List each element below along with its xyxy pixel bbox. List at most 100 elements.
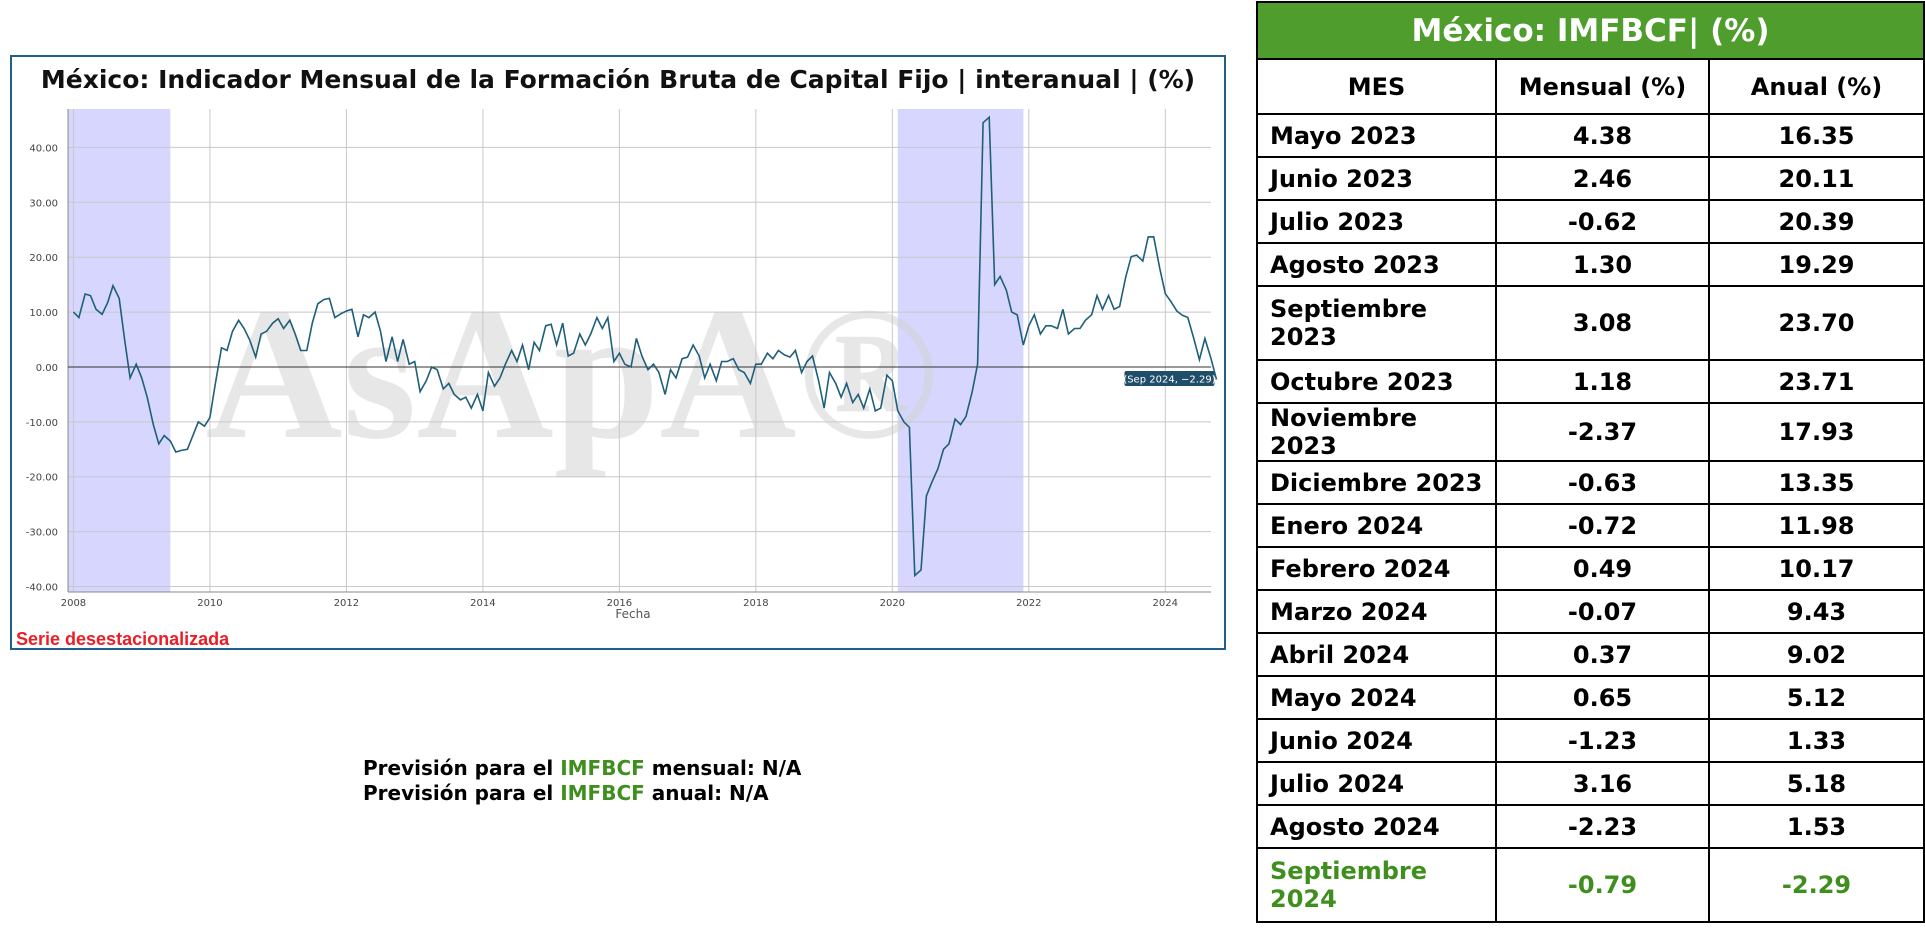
table-row: Junio 2023 2.46 20.11 — [1256, 156, 1925, 201]
cell-mes: Julio 2024 — [1256, 761, 1497, 806]
cell-anual: 10.17 — [1707, 546, 1925, 591]
table-title: México: IMFBCF| (%) — [1255, 1, 1925, 60]
y-tick-label: -30.00 — [26, 528, 58, 539]
cell-mes: Noviembre 2023 — [1256, 402, 1497, 462]
gridlines — [67, 109, 1211, 593]
x-tick-label: 2010 — [197, 598, 222, 609]
x-tick-label: 2022 — [1016, 598, 1041, 609]
cell-mes: Junio 2024 — [1256, 718, 1497, 763]
x-tick-label: 2020 — [880, 598, 905, 609]
cell-anual: 23.71 — [1707, 359, 1925, 404]
cell-mensual: 0.65 — [1495, 675, 1710, 720]
cell-mensual: -0.62 — [1495, 199, 1710, 244]
cell-mes: Mayo 2024 — [1256, 675, 1497, 720]
y-tick-label: -10.00 — [26, 418, 58, 429]
shaded-period — [68, 109, 171, 592]
cell-mensual: 3.08 — [1495, 285, 1710, 361]
y-tick-label: 10.00 — [29, 308, 58, 319]
table-row: Septiembre 2023 3.08 23.70 — [1256, 285, 1925, 361]
cell-anual: 11.98 — [1707, 503, 1925, 548]
x-tick-label: 2008 — [61, 598, 86, 609]
cell-mes: Septiembre 2024 — [1256, 847, 1497, 923]
cell-mes: Agosto 2023 — [1256, 242, 1497, 287]
table-row: Febrero 2024 0.49 10.17 — [1256, 546, 1925, 591]
cell-mes: Julio 2023 — [1256, 199, 1497, 244]
table-row: Mayo 2023 4.38 16.35 — [1256, 113, 1925, 158]
cell-mes: Enero 2024 — [1256, 503, 1497, 548]
cell-mensual: 1.30 — [1495, 242, 1710, 287]
cell-mes: Junio 2023 — [1256, 156, 1497, 201]
data-table: México: IMFBCF| (%) MES Mensual (%) Anua… — [1255, 1, 1925, 923]
cell-anual: 1.53 — [1707, 804, 1925, 849]
cell-mes: Febrero 2024 — [1256, 546, 1497, 591]
table-row: Julio 2024 3.16 5.18 — [1256, 761, 1925, 806]
forecast-annual-prefix: Previsión para el — [363, 781, 561, 805]
shaded-period — [897, 109, 1024, 592]
x-axis-ticks: 2008 2010 2012 2014 2016 2018 2020 2022 2024 — [61, 598, 1178, 609]
cell-mensual: 1.18 — [1495, 359, 1710, 404]
forecast-annual: Previsión para el IMFBCF anual: N/A — [363, 781, 801, 806]
cell-mes: Agosto 2024 — [1256, 804, 1497, 849]
cell-mensual: -0.07 — [1495, 589, 1710, 634]
table-row: Enero 2024 -0.72 11.98 — [1256, 503, 1925, 548]
y-axis-ticks: 40.00 30.00 20.00 10.00 0.00 -10.00 -20.00 -30.… — [26, 143, 58, 593]
cell-mensual: -2.23 — [1495, 804, 1710, 849]
cell-anual: 20.39 — [1707, 199, 1925, 244]
chart-svg: AsApA® 40.0030.0020.0010.000.00-10.00-20… — [26, 109, 1218, 621]
table-row: Agosto 2024 -2.23 1.53 — [1256, 804, 1925, 849]
y-tick-label: -20.00 — [26, 473, 58, 484]
table-row: Octubre 2023 1.18 23.71 — [1256, 359, 1925, 404]
cell-mensual: -0.79 — [1495, 847, 1710, 923]
table-row: Agosto 2023 1.30 19.29 — [1256, 242, 1925, 287]
x-tick-label: 2014 — [470, 598, 495, 609]
cell-mensual: 0.37 — [1495, 632, 1710, 677]
cell-mes: Abril 2024 — [1256, 632, 1497, 677]
forecast-annual-keyword: IMFBCF — [560, 781, 645, 805]
cell-anual: 23.70 — [1707, 285, 1925, 361]
cell-mes: Diciembre 2023 — [1256, 460, 1497, 505]
last-point-annotation: (Sep 2024, −2.29) — [1123, 371, 1216, 387]
x-tick-label: 2012 — [334, 598, 359, 609]
y-tick-label: -40.00 — [26, 583, 58, 594]
table-row: Marzo 2024 -0.07 9.43 — [1256, 589, 1925, 634]
table-row: Mayo 2024 0.65 5.12 — [1256, 675, 1925, 720]
cell-mensual: 2.46 — [1495, 156, 1710, 201]
y-tick-label: 0.00 — [36, 363, 58, 374]
cell-anual: 5.18 — [1707, 761, 1925, 806]
cell-anual: 19.29 — [1707, 242, 1925, 287]
cell-anual: -2.29 — [1707, 847, 1925, 923]
cell-mensual: -1.23 — [1495, 718, 1710, 763]
cell-mensual: 0.49 — [1495, 546, 1710, 591]
chart-note: Serie desestacionalizada — [16, 629, 230, 649]
table-row: Junio 2024 -1.23 1.33 — [1256, 718, 1925, 763]
cell-anual: 16.35 — [1707, 113, 1925, 158]
cell-mes: Septiembre 2023 — [1256, 285, 1497, 361]
x-axis-label: Fecha — [615, 607, 650, 621]
forecast-monthly: Previsión para el IMFBCF mensual: N/A — [363, 756, 801, 781]
cell-anual: 5.12 — [1707, 675, 1925, 720]
cell-anual: 9.02 — [1707, 632, 1925, 677]
chart-title: México: Indicador Mensual de la Formació… — [40, 65, 1196, 94]
annotation-box — [1124, 371, 1215, 387]
series-line — [72, 115, 1218, 578]
recession-shading — [68, 109, 1024, 592]
cell-anual: 9.43 — [1707, 589, 1925, 634]
cell-mes: Octubre 2023 — [1256, 359, 1497, 404]
cell-anual: 20.11 — [1707, 156, 1925, 201]
forecast-block: Previsión para el IMFBCF mensual: N/A Pr… — [363, 756, 801, 806]
forecast-monthly-keyword: IMFBCF — [560, 756, 645, 780]
x-tick-label: 2018 — [743, 598, 768, 609]
column-header-anual: Anual (%) — [1707, 58, 1925, 115]
column-header-mensual: Mensual (%) — [1495, 58, 1710, 115]
x-tick-label: 2024 — [1153, 598, 1178, 609]
y-tick-label: 30.00 — [29, 198, 58, 209]
table-row: Diciembre 2023 -0.63 13.35 — [1256, 460, 1925, 505]
table-row: Abril 2024 0.37 9.02 — [1256, 632, 1925, 677]
cell-anual: 13.35 — [1707, 460, 1925, 505]
table-row-latest: Septiembre 2024 -0.79 -2.29 — [1256, 847, 1925, 923]
cell-mes: Mayo 2023 — [1256, 113, 1497, 158]
table-row: Noviembre 2023 -2.37 17.93 — [1256, 402, 1925, 462]
cell-anual: 1.33 — [1707, 718, 1925, 763]
cell-mensual: -0.72 — [1495, 503, 1710, 548]
column-header-mes: MES — [1256, 58, 1497, 115]
